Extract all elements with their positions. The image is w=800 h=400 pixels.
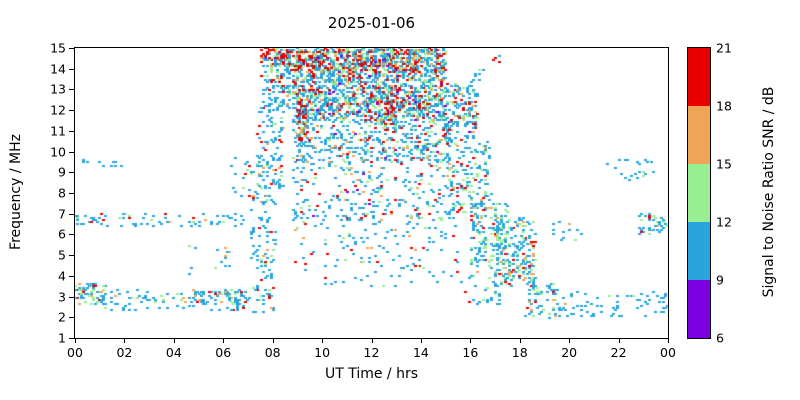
x-tick-mark (618, 339, 620, 343)
y-tick-label: 12 (50, 102, 66, 118)
colorbar-tick-label: 12 (716, 214, 732, 230)
x-tick-label: 22 (610, 345, 627, 360)
y-tick-label: 11 (50, 123, 66, 139)
x-tick-mark (668, 339, 669, 343)
colorbar-tick-label: 6 (716, 330, 724, 346)
colorbar (687, 47, 711, 339)
x-axis-label: UT Time / hrs (324, 366, 419, 382)
colorbar-tick-label: 18 (716, 98, 732, 114)
plot-area (74, 47, 669, 339)
scatter-points-canvas (75, 48, 668, 338)
y-tick-label: 2 (58, 309, 66, 325)
x-tick-label: 02 (116, 345, 133, 360)
x-tick-label: 10 (314, 345, 331, 360)
colorbar-tick-label: 9 (716, 272, 724, 288)
x-tick-label: 04 (165, 345, 182, 360)
colorbar-gradient (688, 48, 710, 338)
y-tick-mark (69, 338, 74, 339)
y-tick-mark (69, 234, 74, 236)
x-tick-label: 14 (412, 345, 429, 360)
y-tick-label: 9 (58, 164, 66, 180)
x-tick-mark (371, 339, 373, 343)
y-tick-mark (69, 172, 74, 174)
y-tick-label: 1 (58, 330, 66, 346)
x-tick-label: 00 (660, 345, 676, 360)
x-tick-label: 00 (67, 345, 83, 360)
colorbar-tick-label: 15 (716, 156, 732, 172)
x-tick-label: 12 (363, 345, 380, 360)
y-tick-mark (69, 275, 74, 277)
y-tick-mark (69, 213, 74, 215)
y-tick-mark (69, 130, 74, 132)
x-tick-label: 06 (215, 345, 232, 360)
y-tick-label: 10 (50, 144, 66, 160)
x-tick-mark (470, 339, 472, 343)
x-tick-label: 20 (561, 345, 578, 360)
y-tick-label: 15 (50, 40, 66, 56)
x-tick-mark (569, 339, 571, 343)
y-tick-label: 14 (50, 61, 66, 77)
x-tick-mark (124, 339, 126, 343)
chart-title: 2025-01-06 (327, 14, 416, 32)
y-tick-mark (69, 193, 74, 194)
y-tick-label: 5 (58, 247, 66, 263)
y-tick-mark (69, 296, 74, 298)
y-tick-mark (69, 68, 74, 70)
y-tick-mark (69, 317, 74, 319)
y-tick-label: 4 (58, 268, 66, 284)
y-tick-label: 13 (50, 81, 66, 97)
x-tick-label: 16 (462, 345, 479, 360)
x-tick-mark (223, 339, 225, 343)
y-tick-mark (69, 89, 74, 91)
y-tick-mark (69, 48, 74, 49)
x-tick-label: 08 (264, 345, 281, 360)
x-tick-mark (75, 339, 76, 343)
x-tick-mark (322, 339, 324, 343)
y-tick-label: 3 (58, 289, 66, 305)
y-tick-label: 7 (58, 206, 66, 222)
y-tick-label: 8 (58, 185, 66, 201)
colorbar-tick-label: 21 (716, 40, 732, 56)
y-tick-label: 6 (58, 226, 66, 242)
x-tick-mark (272, 339, 274, 343)
x-tick-mark (173, 339, 175, 343)
x-tick-mark (519, 339, 521, 343)
y-axis-label: Frequency / MHz (8, 134, 24, 250)
x-tick-label: 18 (511, 345, 528, 360)
colorbar-label: Signal to Noise Ratio SNR / dB (761, 86, 777, 298)
y-tick-mark (69, 255, 74, 257)
y-tick-mark (69, 110, 74, 112)
x-tick-mark (420, 339, 422, 343)
y-tick-mark (69, 151, 74, 153)
